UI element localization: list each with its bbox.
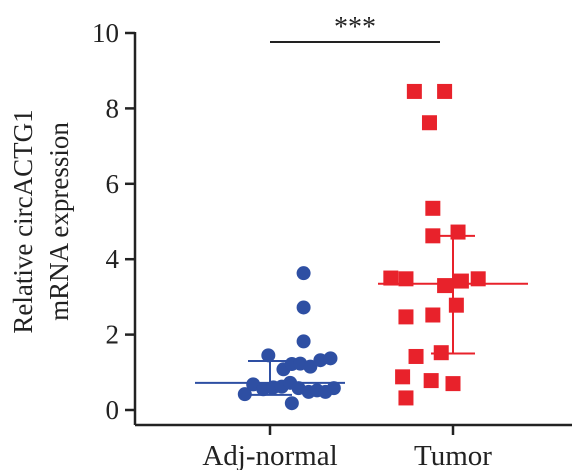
data-point: [296, 266, 311, 281]
data-point: [406, 83, 422, 99]
y-axis-title: Relative circACTG1 mRNA expression: [8, 109, 74, 333]
data-point: [421, 115, 437, 131]
series-tumor: [378, 83, 528, 406]
data-point: [237, 387, 252, 402]
y-tick-label: 10: [92, 18, 119, 48]
data-point: [398, 309, 414, 325]
data-point: [383, 270, 399, 286]
data-point: [323, 351, 338, 366]
x-tick-label: Tumor: [414, 440, 492, 470]
data-point: [448, 297, 464, 313]
x-ticks: Adj-normal Tumor: [202, 425, 492, 470]
data-point: [433, 345, 449, 361]
significance-bracket: ***: [270, 12, 440, 43]
series-layer: [195, 83, 528, 411]
y-axis-title-line-2: mRNA expression: [44, 122, 74, 321]
data-point: [284, 396, 299, 411]
y-tick-label: 0: [106, 395, 120, 425]
y-ticks: 0 2 4 6 8 10: [92, 18, 135, 425]
data-point: [425, 307, 441, 323]
y-tick-label: 6: [106, 169, 120, 199]
data-point: [450, 224, 466, 240]
significance-label: ***: [334, 12, 376, 43]
data-point: [296, 334, 311, 349]
data-point: [425, 228, 441, 244]
series-adj-normal: [195, 266, 345, 411]
data-point: [470, 271, 486, 287]
y-tick-label: 4: [106, 244, 120, 274]
data-point: [261, 348, 276, 363]
data-point: [303, 359, 318, 374]
data-point: [423, 373, 439, 389]
data-point: [326, 381, 341, 396]
data-point: [425, 200, 441, 216]
y-tick-label: 2: [106, 320, 120, 350]
data-point: [395, 369, 411, 385]
data-point: [296, 300, 311, 315]
data-point: [445, 376, 461, 392]
data-point: [398, 390, 414, 406]
data-point: [398, 271, 414, 287]
data-point: [437, 83, 453, 99]
data-point: [453, 273, 469, 289]
y-tick-label: 8: [106, 93, 120, 123]
x-tick-label: Adj-normal: [202, 440, 337, 470]
y-axis-title-line-1: Relative circACTG1: [8, 109, 38, 333]
data-point: [408, 348, 424, 364]
data-point: [437, 278, 453, 294]
